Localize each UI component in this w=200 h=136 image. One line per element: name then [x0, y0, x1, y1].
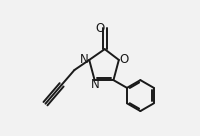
Text: O: O: [96, 22, 105, 35]
Text: O: O: [119, 53, 128, 66]
Text: N: N: [80, 53, 88, 66]
Text: N: N: [91, 78, 100, 91]
